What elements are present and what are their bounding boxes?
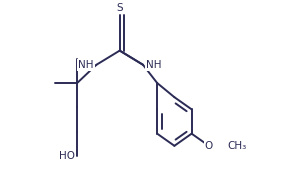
Text: NH: NH [146,60,161,70]
Text: NH: NH [78,60,94,70]
Text: CH₃: CH₃ [227,141,246,151]
Text: HO: HO [59,151,75,161]
Text: S: S [116,3,123,13]
Text: O: O [205,141,213,151]
